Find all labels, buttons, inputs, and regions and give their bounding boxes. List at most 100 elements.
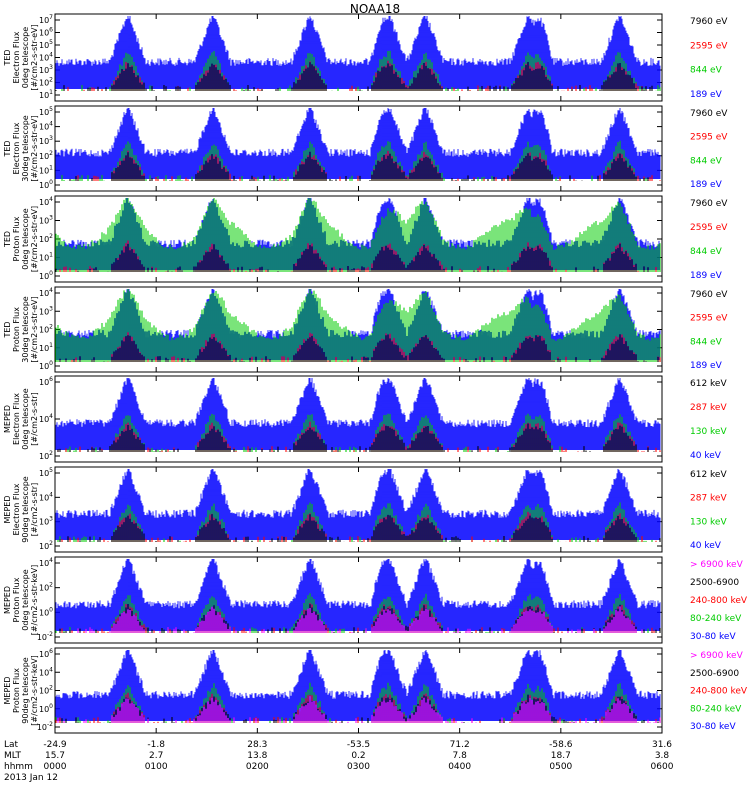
ytick-label: 106 [39, 376, 53, 387]
ytick-label: 105 [39, 39, 53, 50]
legend-entry: 2595 eV [690, 41, 728, 51]
ytick-label: 102 [39, 685, 53, 696]
legend-entry: 7960 eV [690, 290, 728, 300]
series-trace [55, 198, 661, 272]
footer-tick-label: 0.2 [351, 751, 365, 761]
ytick-label: 101 [39, 252, 53, 263]
ytick-label: 104 [39, 52, 53, 63]
footer-tick-label: 28.3 [247, 740, 267, 750]
ytick-label: 104 [39, 413, 53, 424]
ytick-label: 103 [39, 64, 53, 75]
panel-ylabel: TEDProton Flux0deg telescope[#/cm2-s-str… [3, 206, 39, 272]
series-trace [55, 378, 661, 450]
legend-entry: 30-80 keV [690, 632, 736, 642]
ytick-label: 106 [39, 27, 53, 38]
footer-tick-label: -58.6 [549, 740, 573, 750]
ytick-label: 10-2 [37, 631, 53, 642]
ytick-label: 102 [39, 450, 53, 461]
legend-entry: 844 eV [690, 337, 723, 347]
footer-tick-label: 0100 [145, 762, 168, 772]
legend-entry: 240-800 keV [690, 596, 748, 606]
panel-ylabel: MEPEDProton Flux0deg telescope[#/cm2-s-s… [3, 565, 39, 636]
ytick-label: 103 [39, 135, 53, 146]
legend-entry: 612 keV [690, 470, 727, 480]
ytick-label: 101 [39, 89, 53, 100]
footer-tick-label: 13.8 [247, 751, 267, 761]
series-trace [55, 16, 661, 89]
panel-ylabel: TEDElectron Flux30deg telescope[#/cm2-s-… [3, 115, 39, 182]
footer-tick-label: -24.9 [43, 740, 67, 750]
legend-entry: 189 eV [690, 271, 723, 281]
ytick-label: 100 [39, 270, 53, 281]
legend-entry: 844 eV [690, 247, 723, 257]
legend-entry: > 6900 keV [690, 560, 744, 570]
ytick-label: 103 [39, 305, 53, 316]
footer-tick-label: 71.2 [450, 740, 470, 750]
legend-entry: 2500-6900 [690, 669, 739, 679]
ytick-label: 102 [39, 540, 53, 551]
series-trace [55, 108, 661, 179]
legend-entry: 30-80 keV [690, 722, 736, 732]
panel-ylabel: MEPEDElectron Flux90deg telescope[#/cm2-… [3, 476, 39, 543]
legend-entry: 189 eV [690, 90, 723, 100]
footer-row-label: hhmm [4, 762, 33, 772]
ytick-label: 102 [39, 582, 53, 593]
ytick-label: 100 [39, 703, 53, 714]
ytick-label: 102 [39, 324, 53, 335]
panel-ylabel: MEPEDProton Flux90deg telescope[#/cm2-s-… [3, 655, 39, 726]
ytick-label: 104 [39, 196, 53, 207]
footer-tick-label: 7.8 [453, 751, 468, 761]
legend-entry: > 6900 keV [690, 651, 744, 661]
ytick-label: 106 [39, 648, 53, 659]
panel-ylabel: MEPEDElectron Flux0deg telescope[#/cm2-s… [3, 388, 39, 449]
footer-row-label: 2013 Jan 12 [4, 773, 58, 783]
footer-tick-label: 0300 [347, 762, 370, 772]
series-trace [77, 606, 643, 633]
ytick-label: 104 [39, 557, 53, 568]
footer-tick-label: 2.7 [149, 751, 163, 761]
legend-entry: 80-240 keV [690, 704, 742, 714]
ytick-label: 100 [39, 360, 53, 371]
legend-entry: 7960 eV [690, 199, 728, 209]
footer-tick-label: 0000 [44, 762, 67, 772]
ytick-label: 100 [39, 179, 53, 190]
footer-tick-label: -53.5 [347, 740, 370, 750]
footer-tick-label: 0200 [246, 762, 269, 772]
legend-entry: 80-240 keV [690, 614, 742, 624]
legend-entry: 287 keV [690, 403, 727, 413]
footer-row-label: MLT [4, 751, 22, 761]
legend-entry: 189 eV [690, 180, 723, 190]
legend-entry: 2595 eV [690, 223, 728, 233]
legend-entry: 2595 eV [690, 133, 728, 143]
series-trace [69, 151, 649, 181]
legend-entry: 40 keV [690, 451, 722, 461]
legend-entry: 844 eV [690, 66, 723, 76]
legend-entry: 189 eV [690, 361, 723, 371]
series-trace [57, 423, 655, 452]
ytick-label: 107 [39, 14, 53, 25]
series-trace [59, 514, 661, 542]
legend-entry: 7960 eV [690, 17, 728, 27]
footer-tick-label: 0600 [651, 762, 674, 772]
series-trace [55, 469, 661, 540]
ytick-label: 104 [39, 491, 53, 502]
series-trace [55, 243, 649, 272]
footer-tick-label: -1.8 [147, 740, 165, 750]
legend-entry: 130 keV [690, 427, 727, 437]
footer-tick-label: 0400 [448, 762, 471, 772]
ytick-label: 105 [39, 106, 53, 117]
legend-entry: 612 keV [690, 379, 727, 389]
footer-tick-label: 18.7 [551, 751, 571, 761]
ytick-label: 105 [39, 467, 53, 478]
series-trace [59, 334, 659, 362]
legend-entry: 7960 eV [690, 109, 728, 119]
